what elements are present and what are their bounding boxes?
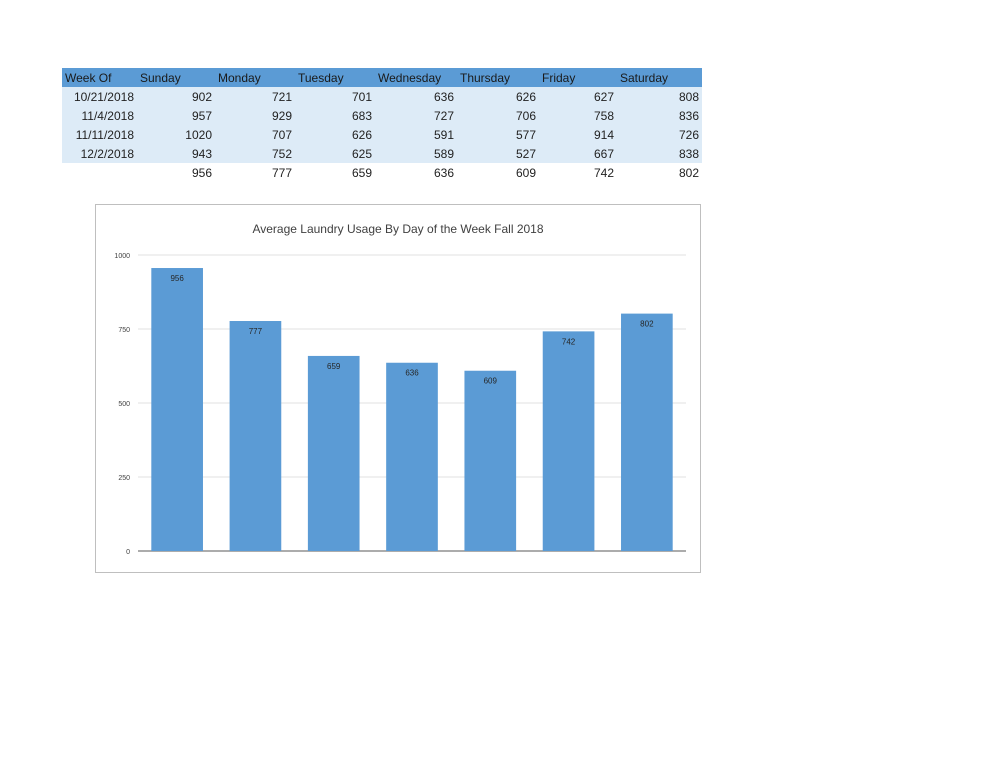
usage-cell: 683 — [295, 106, 375, 125]
usage-cell: 1020 — [137, 125, 215, 144]
average-cell: 956 — [137, 163, 215, 182]
bar-saturday — [621, 313, 673, 551]
usage-cell: 752 — [215, 144, 295, 163]
usage-cell: 838 — [617, 144, 702, 163]
data-label: 609 — [484, 377, 498, 386]
average-cell: 659 — [295, 163, 375, 182]
usage-cell: 914 — [539, 125, 617, 144]
table-row: 11/4/2018 957 929 683 727 706 758 836 — [62, 106, 702, 125]
column-header: Sunday — [137, 68, 215, 87]
usage-cell: 527 — [457, 144, 539, 163]
usage-cell: 701 — [295, 87, 375, 106]
table-row: 12/2/2018 943 752 625 589 527 667 838 — [62, 144, 702, 163]
usage-cell: 943 — [137, 144, 215, 163]
column-header: Saturday — [617, 68, 702, 87]
bar-tuesday — [307, 355, 360, 551]
table-row: 11/11/2018 1020 707 626 591 577 914 726 — [62, 125, 702, 144]
usage-cell: 721 — [215, 87, 295, 106]
data-label: 777 — [249, 327, 263, 336]
week-date-cell: 12/2/2018 — [62, 144, 137, 163]
usage-cell: 836 — [617, 106, 702, 125]
bar-friday — [542, 331, 595, 551]
average-cell: 802 — [617, 163, 702, 182]
usage-cell: 957 — [137, 106, 215, 125]
usage-cell: 667 — [539, 144, 617, 163]
y-tick-label: 750 — [118, 327, 130, 334]
usage-cell: 589 — [375, 144, 457, 163]
usage-cell: 929 — [215, 106, 295, 125]
y-tick-label: 1000 — [114, 253, 130, 260]
y-tick-label: 500 — [118, 401, 130, 408]
usage-cell: 625 — [295, 144, 375, 163]
usage-cell: 758 — [539, 106, 617, 125]
data-label: 636 — [405, 369, 419, 378]
table-row: 10/21/2018 902 721 701 636 626 627 808 — [62, 87, 702, 106]
usage-cell: 636 — [375, 87, 457, 106]
y-tick-label: 250 — [118, 475, 130, 482]
data-label: 659 — [327, 362, 341, 371]
average-cell: 609 — [457, 163, 539, 182]
column-header: Week Of — [62, 68, 137, 87]
column-header: Tuesday — [295, 68, 375, 87]
week-date-cell: 10/21/2018 — [62, 87, 137, 106]
usage-cell: 808 — [617, 87, 702, 106]
data-label: 956 — [170, 274, 184, 283]
average-cell: 777 — [215, 163, 295, 182]
chart-canvas: Average Laundry Usage By Day of the Week… — [114, 222, 686, 556]
usage-cell: 902 — [137, 87, 215, 106]
usage-cell: 727 — [375, 106, 457, 125]
bar-sunday — [151, 268, 203, 551]
usage-cell: 627 — [539, 87, 617, 106]
bar-chart: Average Laundry Usage By Day of the Week… — [95, 204, 701, 573]
column-header: Friday — [539, 68, 617, 87]
chart-title: Average Laundry Usage By Day of the Week… — [252, 222, 543, 236]
average-cell — [62, 163, 137, 182]
weekly-usage-table: Week Of Sunday Monday Tuesday Wednesday Thurs… — [62, 68, 702, 182]
data-label: 802 — [640, 320, 654, 329]
usage-cell: 577 — [457, 125, 539, 144]
data-label: 742 — [562, 337, 576, 346]
average-cell: 636 — [375, 163, 457, 182]
bar-thursday — [464, 370, 517, 551]
usage-cell: 626 — [457, 87, 539, 106]
average-cell: 742 — [539, 163, 617, 182]
usage-cell: 726 — [617, 125, 702, 144]
week-date-cell: 11/11/2018 — [62, 125, 137, 144]
average-row: 956 777 659 636 609 742 802 — [62, 163, 702, 182]
column-header: Wednesday — [375, 68, 457, 87]
usage-cell: 591 — [375, 125, 457, 144]
column-header: Thursday — [457, 68, 539, 87]
week-date-cell: 11/4/2018 — [62, 106, 137, 125]
y-tick-label: 0 — [126, 549, 130, 556]
usage-cell: 626 — [295, 125, 375, 144]
usage-cell: 706 — [457, 106, 539, 125]
bar-monday — [229, 321, 282, 551]
bar-wednesday — [386, 362, 438, 551]
table-header-row: Week Of Sunday Monday Tuesday Wednesday Thurs… — [62, 68, 702, 87]
usage-cell: 707 — [215, 125, 295, 144]
column-header: Monday — [215, 68, 295, 87]
